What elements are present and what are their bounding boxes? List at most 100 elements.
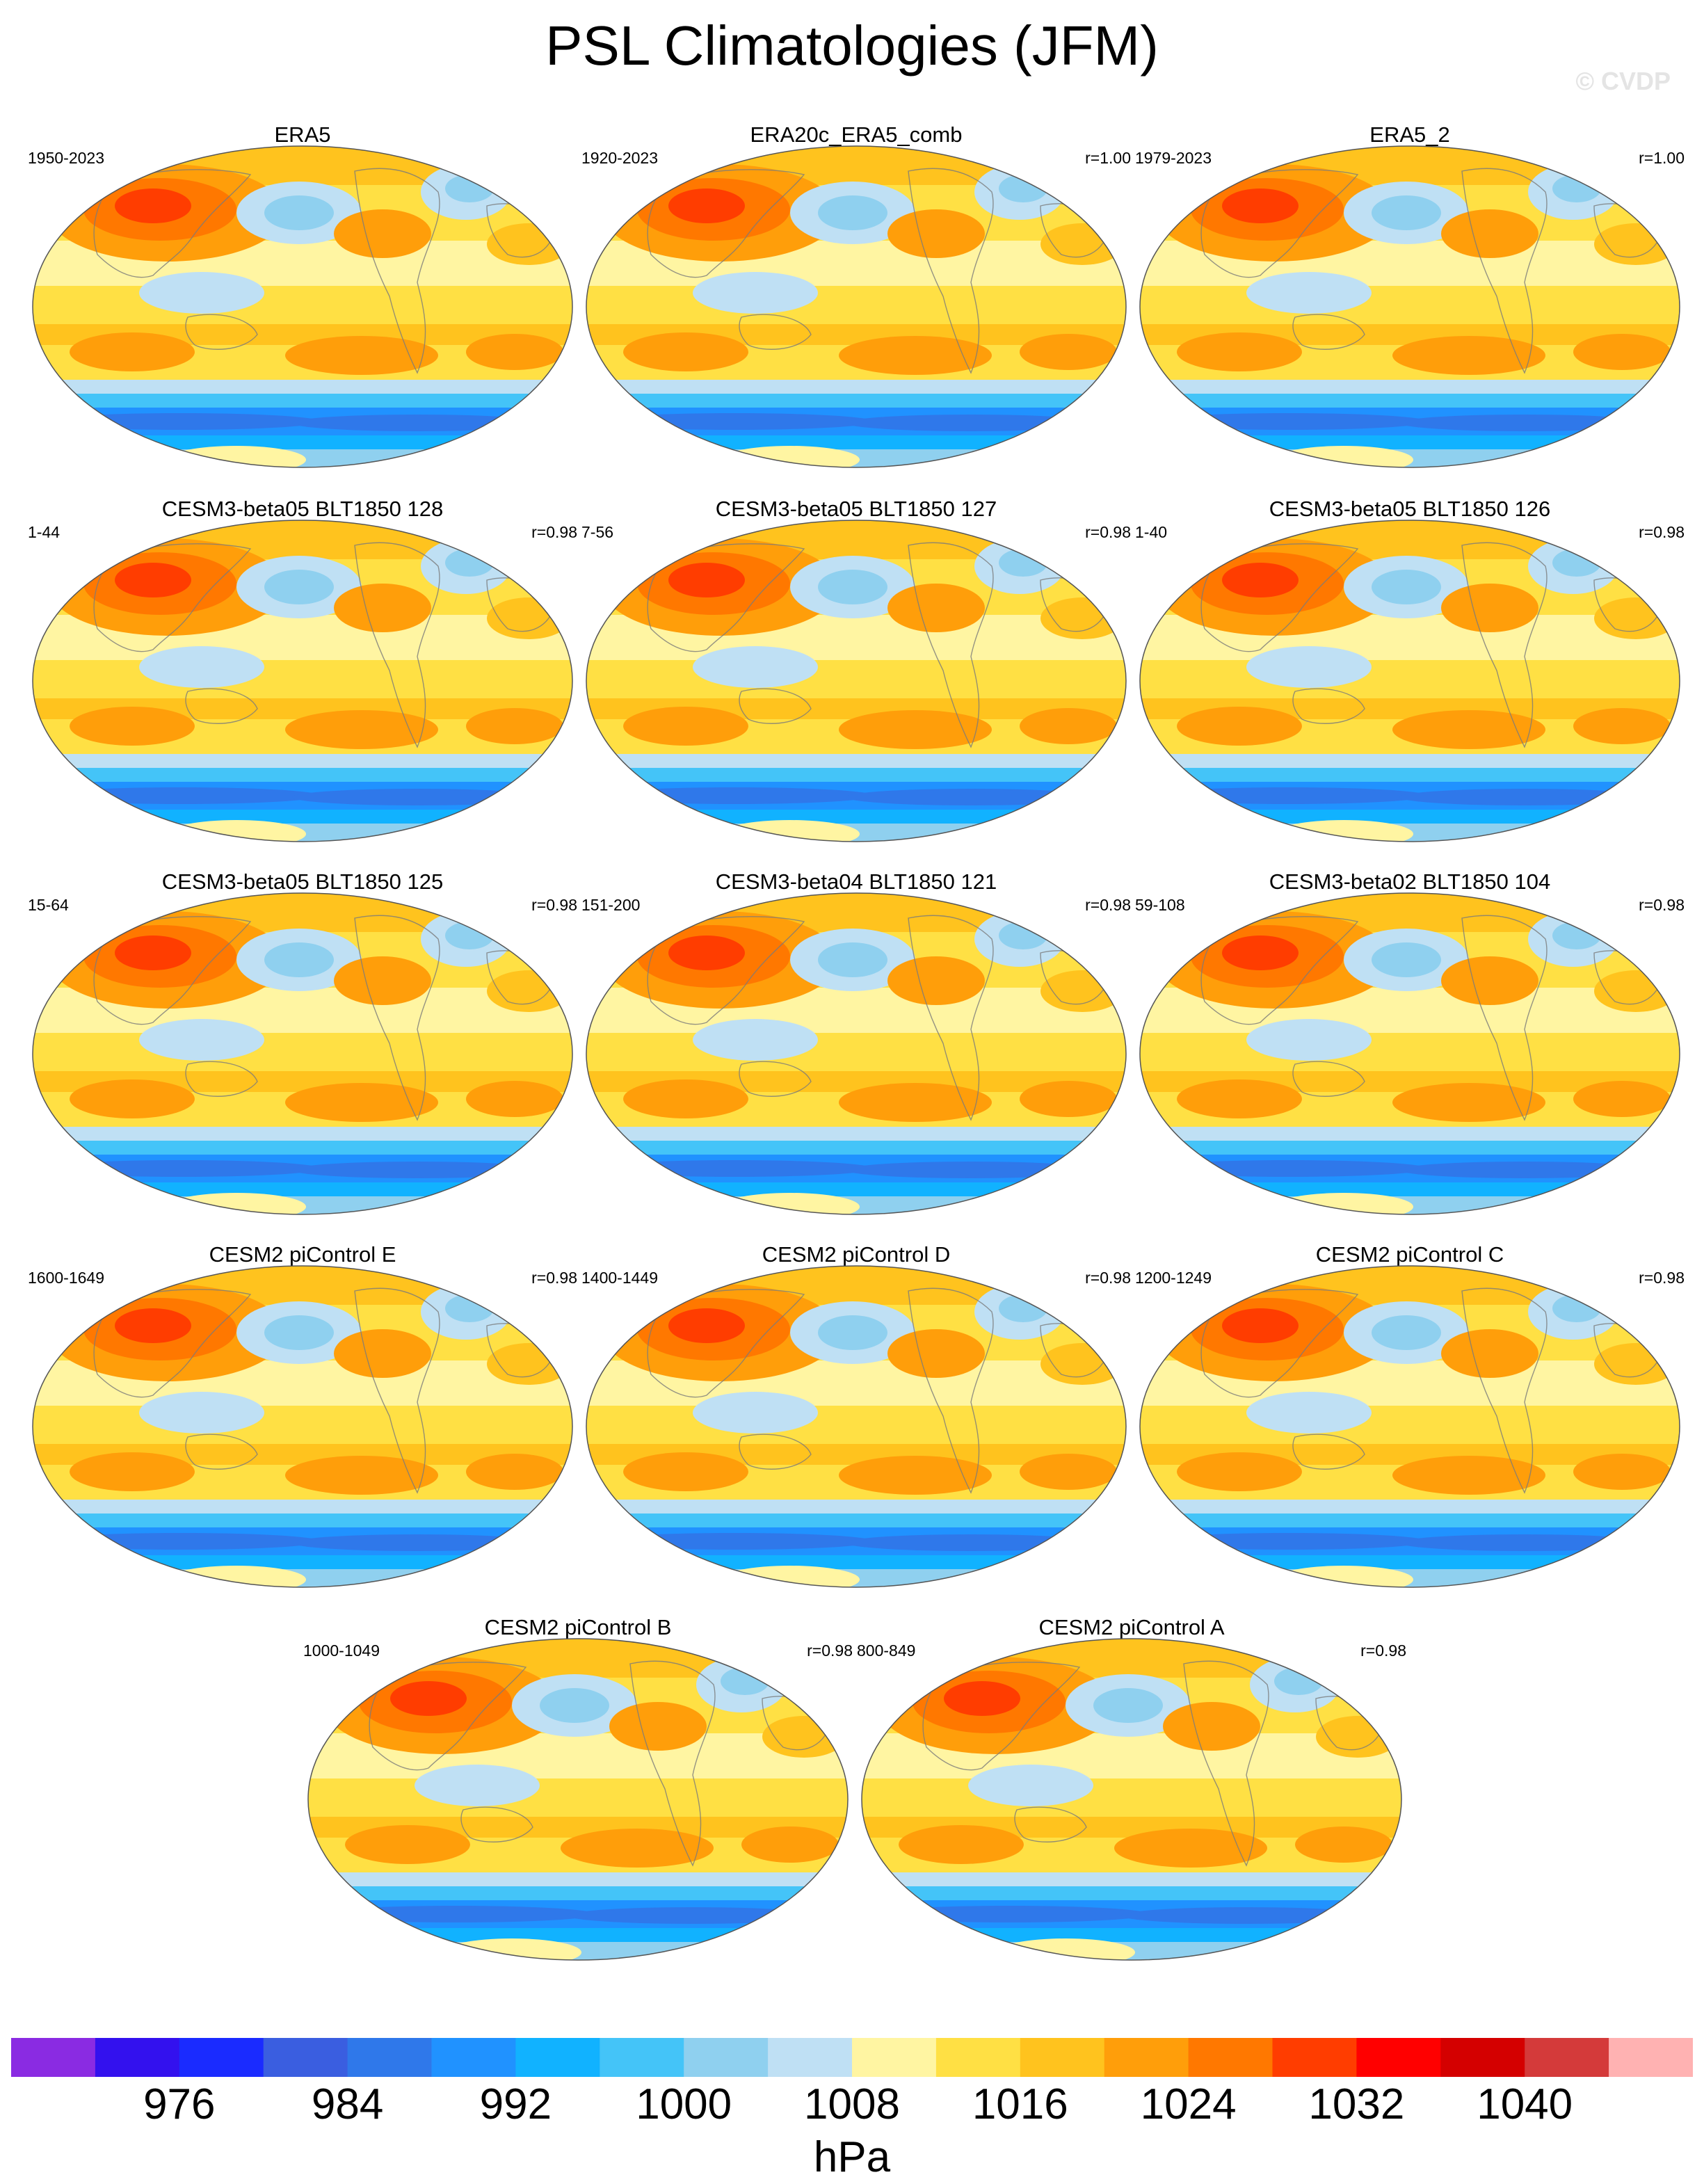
map-outline [586,1265,1127,1588]
colorbar-swatch [263,2038,348,2077]
pressure-field [586,146,1126,467]
map-panel: ERA5_2 1979-2023 r=1.00 [1135,122,1685,470]
map-outline [586,892,1127,1215]
colorbar-swatch [1020,2038,1105,2077]
panel-title: CESM3-beta05 BLT1850 126 [1269,497,1551,521]
colorbar-swatch [1356,2038,1441,2077]
map-outline [1139,145,1680,468]
colorbar-swatch [1525,2038,1609,2077]
psl-map [32,520,573,842]
panel-title: CESM2 piControl B [484,1615,672,1639]
psl-map [32,1265,573,1588]
map-panel: ERA20c_ERA5_comb 1920-2023 r=1.00 [581,122,1131,470]
psl-map [586,145,1127,468]
panel-correlation: r=0.98 [1639,523,1685,541]
panel-correlation: r=0.98 [531,523,577,541]
map-outline [32,145,573,468]
colorbar-swatch [1609,2038,1693,2077]
colorbar-swatch [347,2038,432,2077]
panel-period: 151-200 [581,896,641,914]
colorbar [11,2038,1693,2077]
psl-map [586,1265,1127,1588]
colorbar-labels: 976 984 992 1000 1008 1016 1024 1032 1040 [0,2080,1704,2135]
map-outline [1139,520,1680,842]
psl-map [1139,1265,1680,1588]
pressure-field [33,520,572,842]
cvdp-watermark: © CVDP [1575,67,1671,95]
panel-correlation: r=1.00 [1085,149,1131,167]
panel-title: CESM2 piControl A [1038,1615,1225,1639]
colorbar-units: hPa [813,2133,891,2181]
panel-correlation: r=0.98 [1639,1269,1685,1287]
panel-period: 15-64 [28,896,69,914]
map-outline [861,1638,1402,1961]
map-panel: CESM3-beta04 BLT1850 121 151-200 r=0.98 [581,869,1131,1217]
pressure-field [308,1639,848,1960]
panel-correlation: r=1.00 [1639,149,1685,167]
map-panel: CESM2 piControl A 800-849 r=0.98 [857,1615,1406,1963]
panel-correlation: r=0.98 [1085,523,1131,541]
colorbar-swatch [935,2038,1021,2077]
map-panel: ERA5 1950-2023 [28,122,577,470]
map-outline [32,892,573,1215]
psl-map [1139,520,1680,842]
panel-title: CESM3-beta05 BLT1850 125 [161,869,444,894]
colorbar-swatch [1188,2038,1273,2077]
pressure-field [33,146,572,467]
map-outline [1139,1265,1680,1588]
map-outline [586,520,1127,842]
colorbar-tick-label: 1040 [1477,2080,1573,2128]
panel-period: 1-40 [1135,523,1168,541]
map-panel: CESM2 piControl C 1200-1249 r=0.98 [1135,1242,1685,1590]
panel-correlation: r=0.98 [1360,1641,1406,1660]
map-panel: CESM2 piControl D 1400-1449 r=0.98 [581,1242,1131,1590]
colorbar-swatch [179,2038,264,2077]
map-panel: CESM3-beta02 BLT1850 104 59-108 r=0.98 [1135,869,1685,1217]
page-title: PSL Climatologies (JFM) [545,15,1159,77]
panel-title: CESM3-beta05 BLT1850 127 [715,497,997,521]
colorbar-tick-label: 992 [479,2080,552,2128]
colorbar-tick-label: 1016 [972,2080,1068,2128]
colorbar-tick-label: 976 [143,2080,216,2128]
panel-title: CESM2 piControl D [762,1242,951,1267]
panel-period: 1400-1449 [581,1269,658,1287]
panel-correlation: r=0.98 [1085,1269,1131,1287]
colorbar-tick-label: 1024 [1140,2080,1237,2128]
psl-map [861,1638,1402,1961]
panel-title: ERA5_2 [1369,122,1450,147]
pressure-field [586,893,1126,1214]
map-panel: CESM2 piControl E 1600-1649 r=0.98 [28,1242,577,1590]
colorbar-tick-label: 1008 [804,2080,900,2128]
pressure-field [586,1266,1126,1587]
panel-title: CESM3-beta05 BLT1850 128 [161,497,444,521]
panel-correlation: r=0.98 [1085,896,1131,914]
colorbar-swatch [431,2038,516,2077]
colorbar-tick-label: 1000 [636,2080,732,2128]
colorbar-swatch [515,2038,600,2077]
pressure-field [1140,520,1680,842]
panel-period: 1200-1249 [1135,1269,1212,1287]
map-outline [32,520,573,842]
colorbar-swatch [768,2038,853,2077]
pressure-field [1140,146,1680,467]
psl-map [32,145,573,468]
psl-map [1139,145,1680,468]
colorbar-swatch [1440,2038,1525,2077]
map-panel: CESM3-beta05 BLT1850 126 1-40 r=0.98 [1135,497,1685,844]
panel-correlation: r=0.98 [531,896,577,914]
colorbar-swatch [1272,2038,1357,2077]
panel-period: 1-44 [28,523,61,541]
panel-period: 7-56 [581,523,614,541]
map-panel: CESM3-beta05 BLT1850 125 15-64 r=0.98 [28,869,577,1217]
pressure-field [862,1639,1401,1960]
panel-title: CESM2 piControl C [1315,1242,1504,1267]
map-outline [307,1638,849,1961]
panel-title: CESM2 piControl E [209,1242,396,1267]
colorbar-tick-label: 1032 [1308,2080,1405,2128]
pressure-field [1140,893,1680,1214]
map-panel: CESM3-beta05 BLT1850 128 1-44 r=0.98 [28,497,577,844]
panel-period: 59-108 [1135,896,1185,914]
panel-period: 1920-2023 [581,149,658,167]
panel-correlation: r=0.98 [807,1641,853,1660]
panel-period: 1600-1649 [28,1269,104,1287]
